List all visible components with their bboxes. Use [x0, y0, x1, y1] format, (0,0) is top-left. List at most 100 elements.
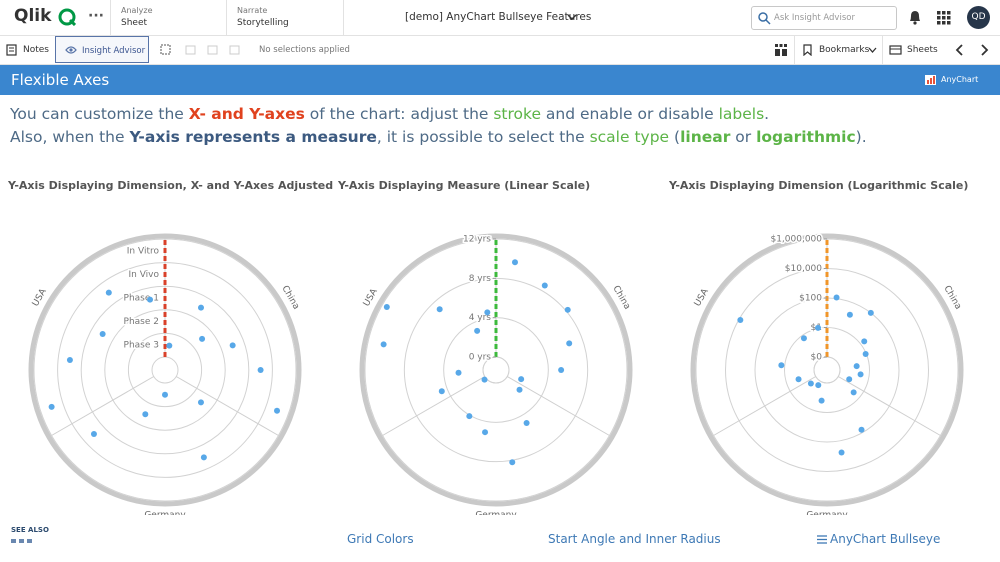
data-point	[833, 294, 840, 301]
data-point	[523, 419, 530, 426]
link[interactable]: Grid Colors	[347, 532, 414, 546]
selections-status: No selections applied	[259, 45, 350, 55]
y-tick-label: $1,000,000	[770, 235, 822, 245]
data-point	[466, 413, 473, 420]
y-tick-label: Phase 1	[124, 294, 159, 304]
brand-icon	[925, 75, 936, 85]
menu-dots[interactable]: ···	[88, 8, 104, 24]
avatar[interactable]: QD	[967, 6, 990, 29]
data-point	[229, 342, 236, 349]
outer-ring	[690, 233, 964, 507]
chart-title: Y-Axis Displaying Dimension, X- and Y-Ax…	[7, 179, 333, 192]
data-point	[509, 459, 516, 466]
intro-segment: labels	[718, 105, 765, 123]
link[interactable]: AnyChart Bullseye	[830, 532, 941, 546]
data-point	[737, 316, 744, 323]
logo[interactable]: Qlik	[14, 6, 52, 26]
sheets-button[interactable]: Sheets	[907, 45, 938, 55]
data-point	[518, 376, 525, 383]
data-point	[850, 389, 857, 396]
chart-title: Y-Axis Displaying Measure (Linear Scale)	[337, 179, 590, 192]
data-point	[66, 357, 73, 364]
data-point	[853, 363, 860, 370]
data-point	[198, 304, 204, 311]
sector-label: Germany	[475, 511, 517, 516]
notes-button[interactable]: Notes	[23, 45, 49, 55]
y-tick-label: Phase 2	[124, 317, 159, 327]
data-point	[484, 309, 491, 316]
data-point	[197, 399, 204, 406]
data-point	[383, 303, 390, 310]
intro-segment: or	[730, 128, 757, 146]
intro-segment: and enable or disable	[541, 105, 719, 123]
narrate-value[interactable]: Storytelling	[237, 18, 289, 28]
data-point	[48, 403, 55, 410]
data-point	[455, 369, 462, 376]
data-point	[482, 429, 489, 436]
sector-label: Germany	[144, 511, 186, 516]
sector-divider	[382, 376, 485, 436]
intro-segment: (	[669, 128, 681, 146]
data-point	[438, 388, 445, 395]
bookmarks-button[interactable]: Bookmarks	[819, 45, 870, 55]
y-tick-label: In Vivo	[128, 270, 159, 280]
notes-icon	[6, 44, 17, 56]
sector-label: Germany	[806, 511, 848, 516]
data-point	[564, 306, 571, 313]
intro-text: You can customize the X- and Y-axes of t…	[10, 103, 867, 149]
data-point	[861, 338, 868, 345]
insight-icon	[65, 46, 77, 54]
dropdown-icon	[868, 47, 877, 53]
y-tick-label: $0	[811, 353, 823, 363]
sheets-icon	[889, 45, 902, 55]
sector-divider	[838, 376, 941, 436]
data-point	[274, 407, 281, 414]
data-point	[858, 426, 865, 433]
y-tick-label: Phase 3	[124, 341, 159, 351]
link[interactable]: Start Angle and Inner Radius	[548, 532, 721, 546]
data-point	[99, 331, 106, 337]
data-point	[166, 342, 173, 349]
intro-segment: logarithmic	[756, 128, 856, 146]
y-tick-label: $10,000	[785, 264, 822, 274]
bell-icon[interactable]	[908, 10, 922, 25]
y-tick-label: 8 yrs	[469, 274, 492, 284]
data-point	[199, 335, 206, 342]
data-point	[566, 340, 573, 347]
sector-divider	[507, 376, 610, 436]
intro-segment: of the chart: adjust the	[304, 105, 494, 123]
data-point	[807, 380, 814, 387]
data-point	[846, 311, 853, 318]
sheet-nav[interactable]	[954, 44, 994, 56]
narrate-label: Narrate	[237, 6, 268, 15]
grid-icon[interactable]	[775, 44, 787, 56]
search-icon	[758, 12, 771, 25]
outer-ring	[28, 233, 302, 507]
see-also: SEE ALSO	[11, 526, 49, 534]
app-title[interactable]: [demo] AnyChart Bullseye Features	[405, 11, 592, 23]
top-bar: Qlik ··· Analyze Sheet Narrate Storytell…	[0, 0, 1000, 36]
bookmark-icon	[803, 44, 812, 56]
sheet-title: Flexible Axes	[11, 71, 110, 89]
charts: Y-Axis Displaying Dimension, X- and Y-Ax…	[7, 179, 968, 516]
data-point	[795, 376, 802, 383]
toolbar: Notes Insight Advisor No selections appl…	[0, 36, 1000, 65]
analyze-label: Analyze	[121, 6, 153, 15]
sector-divider	[51, 376, 154, 436]
insight-button[interactable]: Insight Advisor	[55, 36, 149, 63]
data-point	[516, 386, 523, 393]
data-point	[846, 376, 853, 383]
intro-segment: X- and Y-axes	[188, 105, 305, 123]
data-point	[380, 341, 387, 348]
dropdown-icon	[567, 14, 577, 21]
y-tick-label: $100	[799, 294, 822, 304]
chart-title: Y-Axis Displaying Dimension (Logarithmic…	[668, 179, 968, 192]
apps-icon[interactable]	[937, 11, 951, 25]
see-also-icons	[11, 539, 32, 543]
insight-label: Insight Advisor	[82, 46, 146, 56]
intro-segment: Y-axis represents a measure	[129, 128, 377, 146]
intro-segment: You can customize the	[10, 105, 189, 123]
search-box[interactable]: Ask Insight Advisor	[751, 6, 897, 30]
y-tick-label: 0 yrs	[469, 353, 492, 363]
analyze-value[interactable]: Sheet	[121, 18, 148, 28]
